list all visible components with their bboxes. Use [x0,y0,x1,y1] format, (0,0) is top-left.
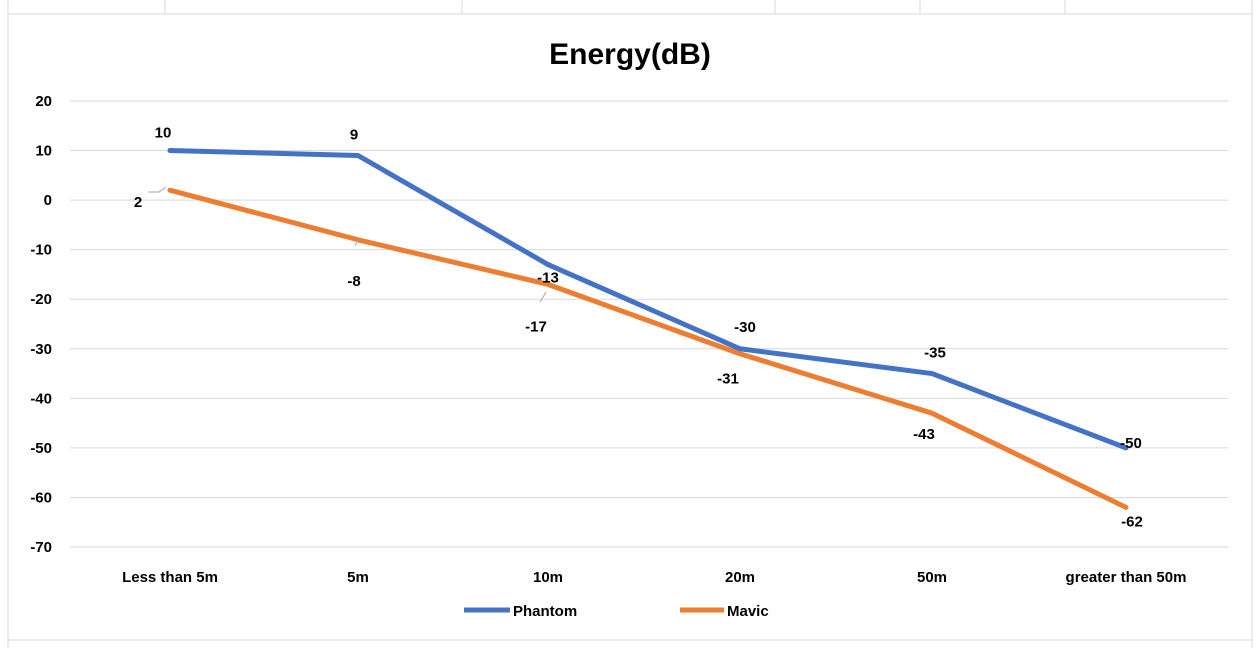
x-axis-tick-labels: Less than 5m 5m 10m 20m 50m greater than 50m [122,569,1186,586]
leader-line [539,291,547,303]
y-tick-label: -20 [30,291,52,308]
gridlines [70,100,1228,548]
series-lines [167,148,1129,510]
spreadsheet-cell-frame [7,0,1253,648]
y-tick-label: 20 [35,93,52,110]
series-line-mavic [167,187,1129,510]
y-tick-label: 10 [35,143,52,160]
x-tick-label: 20m [725,569,755,586]
y-tick-label: -70 [30,539,52,556]
y-tick-label: 0 [44,192,52,209]
data-label-mavic: -31 [717,371,739,388]
data-label-phantom: -35 [924,345,946,362]
data-labels: 10 9 -13 -30 -35 -50 2 -8 -17 -31 -43 -62 [134,125,1143,531]
legend-label-phantom: Phantom [513,603,577,620]
data-label-mavic: 2 [134,194,142,211]
legend-label-mavic: Mavic [727,603,769,620]
legend: Phantom Mavic [464,603,769,620]
x-tick-label: greater than 50m [1066,569,1187,586]
data-label-leader-lines [148,186,547,303]
y-axis-tick-labels: 20 10 0 -10 -20 -30 -40 -50 -60 -70 [30,93,52,556]
chart-title: Energy(dB) [549,38,711,71]
leader-line [354,239,359,247]
y-tick-label: -10 [30,242,52,259]
series-line-phantom [167,148,1129,451]
data-label-mavic: -62 [1121,513,1143,530]
y-tick-label: -40 [30,390,52,407]
y-tick-label: -50 [30,440,52,457]
data-label-phantom: 9 [350,127,358,144]
data-label-phantom: -13 [537,270,559,287]
y-tick-label: -30 [30,341,52,358]
data-label-phantom: -50 [1120,435,1142,452]
x-tick-label: 50m [917,569,947,586]
leader-line [148,186,167,193]
data-label-phantom: -30 [734,319,756,336]
data-label-mavic: -8 [347,273,360,290]
data-label-mavic: -17 [525,318,547,335]
x-tick-label: Less than 5m [122,569,218,586]
data-label-phantom: 10 [155,125,172,142]
x-tick-label: 5m [347,569,369,586]
x-tick-label: 10m [533,569,563,586]
y-tick-label: -60 [30,489,52,506]
data-label-mavic: -43 [913,426,935,443]
